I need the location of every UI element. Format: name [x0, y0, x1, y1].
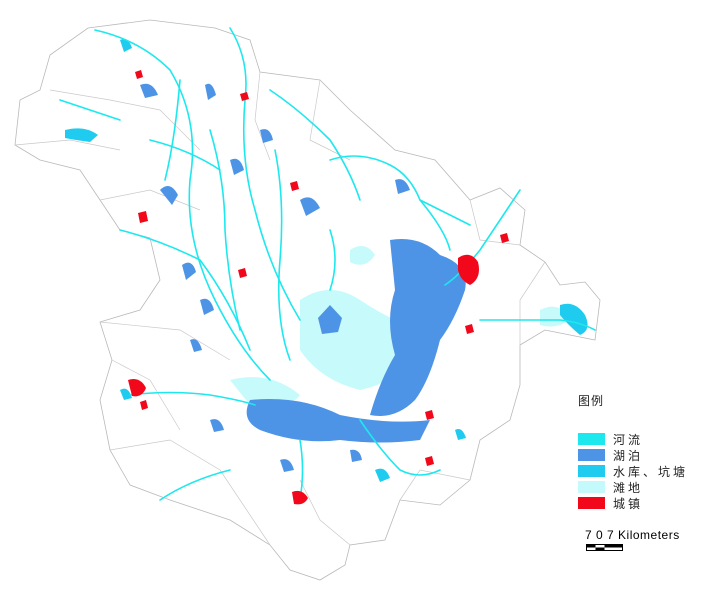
legend-item-lake: 湖泊 [578, 447, 708, 463]
legend-swatch-reservoir [578, 465, 605, 477]
map-legend: 图例 河流 湖泊 水库、坑塘 滩地 城镇 [578, 392, 708, 511]
scale-bar [586, 544, 623, 551]
legend-item-floodplain: 滩地 [578, 479, 708, 495]
county-boundaries [14, 71, 546, 546]
scale-label: 7 0 7 Kilometers [585, 528, 680, 542]
legend-label-floodplain: 滩地 [613, 480, 644, 495]
legend-swatch-river [578, 433, 605, 445]
legend-swatch-town [578, 497, 605, 509]
legend-swatch-floodplain [578, 481, 605, 493]
town-west [128, 379, 146, 397]
town-yueyang [458, 254, 479, 285]
lake-areas [140, 83, 466, 472]
legend-item-town: 城镇 [578, 495, 708, 511]
scale-bar-block: 7 0 7 Kilometers [585, 528, 680, 551]
legend-swatch-lake [578, 449, 605, 461]
legend-label-lake: 湖泊 [613, 448, 644, 463]
legend-label-reservoir: 水库、坑塘 [613, 464, 689, 479]
legend-item-river: 河流 [578, 431, 708, 447]
reservoir-areas [65, 39, 588, 482]
legend-label-town: 城镇 [613, 496, 644, 511]
town-south [292, 490, 308, 505]
river-network [59, 27, 596, 501]
town-areas [128, 70, 509, 505]
legend-title: 图例 [578, 394, 605, 408]
legend-label-river: 河流 [613, 432, 644, 447]
legend-item-reservoir: 水库、坑塘 [578, 463, 708, 479]
